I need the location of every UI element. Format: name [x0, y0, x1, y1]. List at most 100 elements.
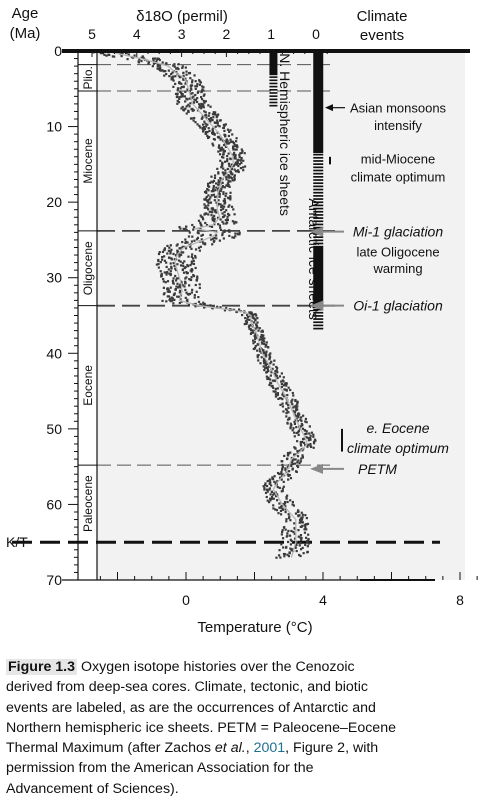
data-point	[274, 508, 277, 511]
data-point	[232, 145, 235, 148]
data-point	[278, 472, 281, 476]
data-point	[221, 155, 224, 159]
data-point	[210, 175, 213, 178]
data-point	[183, 260, 186, 263]
data-point	[225, 221, 229, 224]
data-point	[304, 417, 308, 421]
data-point	[140, 56, 143, 59]
data-point	[167, 268, 170, 271]
data-point	[254, 345, 257, 348]
data-point	[297, 509, 300, 512]
data-point	[216, 216, 220, 219]
data-point	[306, 522, 310, 525]
data-point	[275, 509, 279, 512]
data-point	[156, 67, 159, 70]
climate-event-label: Oi-1 glaciation	[353, 298, 443, 314]
climate-event-label: Asian monsoons	[350, 101, 447, 116]
data-point	[172, 302, 175, 305]
data-point	[284, 505, 287, 508]
data-point	[166, 244, 169, 248]
data-point	[254, 327, 257, 330]
data-point	[298, 544, 301, 547]
data-point	[223, 229, 226, 232]
data-point	[243, 165, 247, 168]
northern-ice-bar-dash	[269, 85, 278, 88]
data-point	[207, 194, 210, 197]
data-point	[218, 180, 221, 184]
data-point	[208, 118, 211, 121]
data-point	[312, 446, 315, 449]
data-point	[297, 529, 300, 532]
data-point	[233, 143, 236, 146]
data-point	[185, 112, 188, 115]
data-point	[184, 228, 187, 231]
data-point	[265, 355, 268, 358]
data-point	[238, 153, 241, 156]
data-point	[189, 263, 192, 267]
data-point	[193, 116, 196, 120]
data-point	[261, 342, 264, 345]
data-point	[281, 507, 284, 510]
data-point	[165, 265, 168, 269]
data-point	[205, 191, 208, 194]
data-point	[266, 499, 269, 502]
data-point	[218, 224, 221, 227]
data-point	[283, 553, 287, 556]
data-point	[178, 225, 181, 229]
data-point	[221, 148, 224, 151]
data-point	[185, 291, 188, 294]
data-point	[202, 106, 205, 109]
data-point	[227, 197, 230, 200]
antarctic-ice-bar-dash	[313, 239, 324, 242]
caption-line4: Northern hemispheric ice sheets. PETM = …	[6, 719, 396, 736]
data-point	[280, 478, 283, 481]
data-point	[180, 92, 183, 95]
data-point	[163, 249, 166, 252]
data-point	[194, 80, 197, 83]
data-point	[292, 453, 296, 456]
data-point	[272, 504, 275, 507]
data-point	[279, 476, 282, 479]
antarctic-ice-bar-dash	[313, 163, 324, 165]
data-point	[280, 380, 283, 383]
data-point	[225, 184, 228, 187]
data-point	[156, 57, 159, 60]
data-point	[197, 219, 201, 222]
data-point	[172, 75, 175, 78]
data-point	[258, 350, 262, 353]
data-point	[189, 245, 192, 248]
data-point	[179, 247, 182, 250]
data-point	[274, 374, 277, 377]
data-point	[181, 245, 184, 248]
data-point	[260, 330, 263, 333]
data-point	[224, 145, 228, 149]
data-point	[293, 422, 297, 426]
age-tick-label: 60	[46, 496, 62, 512]
data-point	[199, 245, 202, 248]
data-point	[248, 327, 251, 330]
citation-link[interactable]: 2001	[253, 740, 286, 757]
data-point	[176, 286, 180, 289]
data-point	[224, 219, 227, 222]
data-point	[170, 267, 173, 270]
data-point	[287, 452, 290, 455]
antarctic-ice-bar-dash	[313, 315, 324, 317]
data-point	[197, 232, 200, 235]
data-point	[169, 250, 172, 253]
data-point	[181, 95, 184, 98]
data-point	[162, 280, 165, 283]
data-point	[281, 405, 285, 408]
data-point	[286, 473, 289, 476]
data-point	[216, 119, 219, 122]
data-point	[273, 480, 276, 483]
data-point	[245, 322, 248, 325]
data-point	[231, 154, 235, 157]
data-point	[296, 402, 299, 405]
data-point	[238, 163, 241, 166]
data-point	[274, 495, 278, 498]
data-point	[297, 414, 300, 417]
data-point	[185, 225, 188, 228]
data-point	[187, 235, 191, 238]
data-point	[269, 499, 272, 502]
data-point	[204, 114, 208, 117]
